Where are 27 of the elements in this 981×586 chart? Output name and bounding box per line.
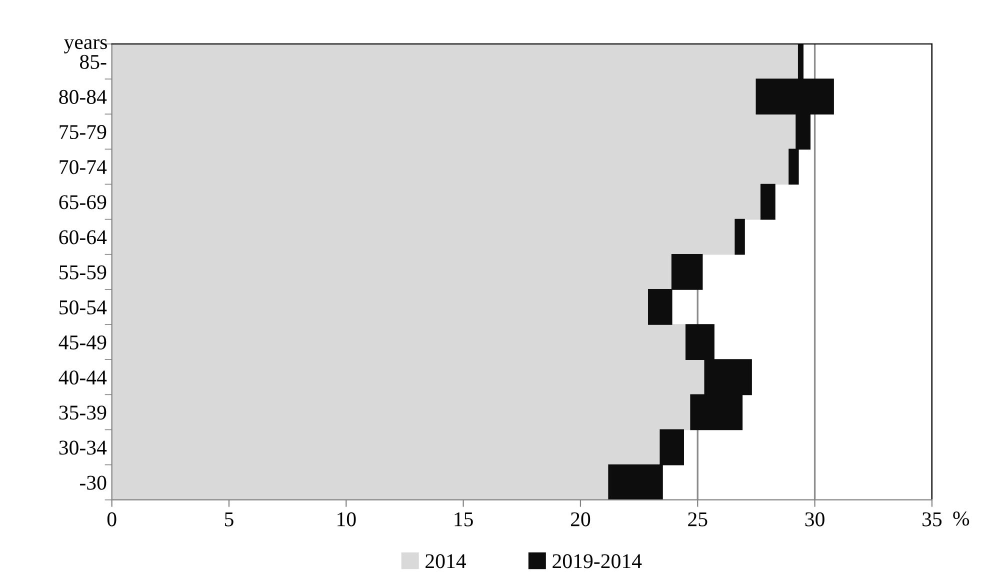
legend-label: 2014 [426,554,466,568]
x-tick-label: 0 [107,512,116,526]
y-axis-title: years [64,39,107,54]
x-axis-title: % [953,512,970,526]
x-tick-label: 35 [922,512,942,526]
y-tick-label: 80-84 [59,90,107,104]
x-tick-label: 15 [454,512,473,526]
x-tick-label: 20 [570,512,590,526]
bar [734,218,745,255]
x-tick-label: 25 [688,512,708,526]
y-tick-label: 60-64 [59,230,107,244]
y-tick-label: 65-69 [59,195,106,210]
y-tick-label: -30 [80,476,106,490]
y-tick-label: 75-79 [60,125,106,140]
y-tick-label: 30-34 [59,440,107,455]
x-tick-label: 30 [805,512,824,526]
y-tick-label: 50-54 [60,300,107,314]
y-tick-label: 55-59 [60,265,106,280]
x-tick-label: 10 [338,512,356,526]
x-tick-label: 5 [224,512,234,526]
y-tick-label: 70-74 [60,160,107,174]
y-tick-label: 40-44 [58,370,107,385]
bar [760,184,776,220]
y-tick-label: 45-49 [58,335,106,350]
y-tick-label: 35-39 [59,406,106,420]
legend-label: 2019-2014 [552,554,642,568]
y-tick-label: 85- [80,54,106,69]
